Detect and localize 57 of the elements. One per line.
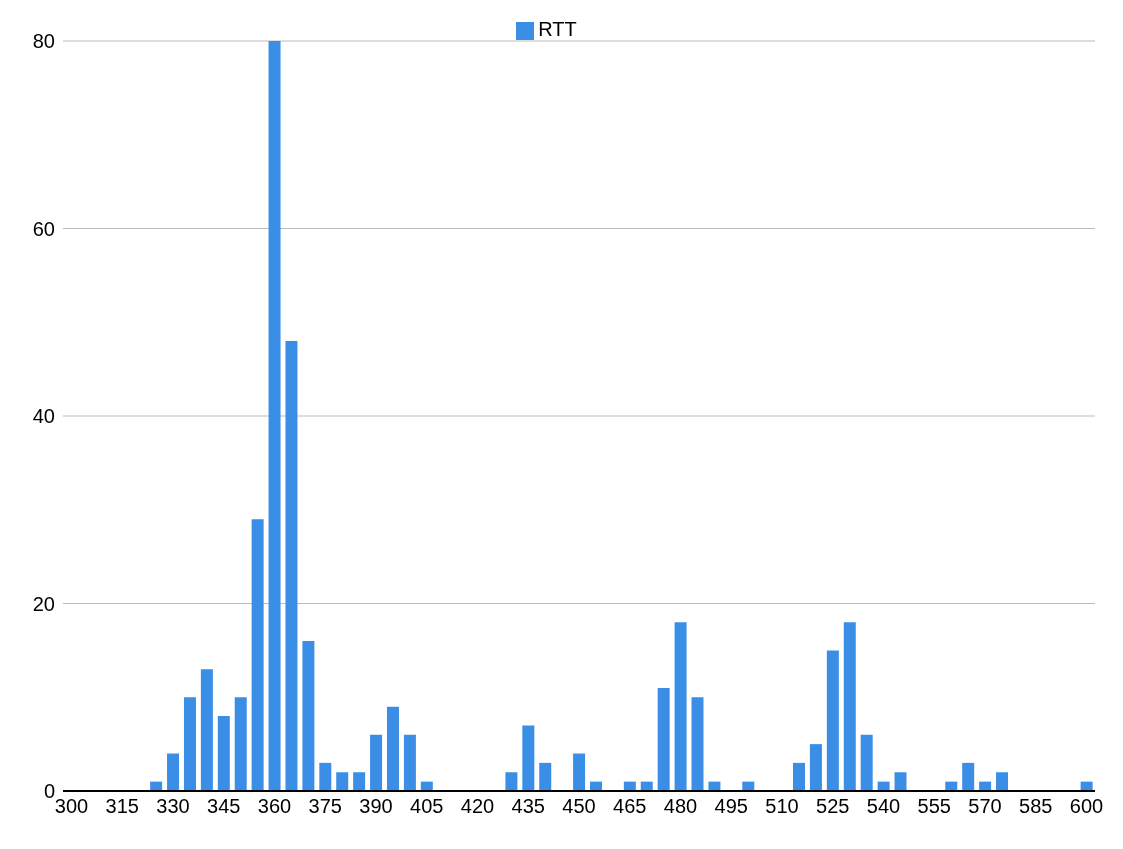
x-tick-label: 465 bbox=[613, 795, 647, 818]
bar bbox=[657, 687, 670, 791]
x-tick-label: 315 bbox=[105, 795, 139, 818]
x-tick-label: 375 bbox=[308, 795, 342, 818]
bar bbox=[843, 622, 856, 791]
x-tick-label: 420 bbox=[460, 795, 495, 818]
x-tick-label: 570 bbox=[968, 795, 1002, 818]
y-tick-label: 0 bbox=[43, 780, 55, 803]
x-tick-label: 360 bbox=[257, 795, 292, 818]
y-tick-label: 60 bbox=[32, 217, 55, 240]
bar bbox=[200, 669, 213, 791]
bar bbox=[251, 519, 264, 791]
x-tick-label: 555 bbox=[917, 795, 951, 818]
x-tick-label: 480 bbox=[663, 795, 698, 818]
bar bbox=[234, 697, 247, 791]
bar bbox=[319, 762, 332, 791]
bar bbox=[403, 734, 416, 791]
bar bbox=[217, 716, 230, 791]
bar bbox=[183, 697, 196, 791]
x-tick-label: 405 bbox=[410, 795, 444, 818]
bar bbox=[302, 641, 315, 791]
bar bbox=[809, 744, 822, 791]
bar bbox=[674, 622, 687, 791]
bar bbox=[522, 725, 535, 791]
bar bbox=[691, 697, 704, 791]
bar bbox=[167, 753, 180, 791]
x-tick-label: 495 bbox=[714, 795, 748, 818]
bar bbox=[894, 772, 907, 791]
x-tick-label: 510 bbox=[765, 795, 799, 818]
x-tick-label: 435 bbox=[511, 795, 545, 818]
y-tick-label: 40 bbox=[32, 405, 55, 428]
bar bbox=[996, 772, 1009, 791]
bar bbox=[962, 762, 975, 791]
x-tick-label: 450 bbox=[562, 795, 596, 818]
x-tick-label: 585 bbox=[1019, 795, 1053, 818]
y-tick-label: 20 bbox=[32, 592, 55, 615]
bar bbox=[353, 772, 366, 791]
bar bbox=[386, 706, 399, 791]
bar bbox=[539, 762, 552, 791]
bar bbox=[268, 41, 281, 791]
bar bbox=[793, 762, 806, 791]
legend-label: RTT bbox=[538, 18, 577, 40]
x-tick-label: 525 bbox=[816, 795, 850, 818]
bar bbox=[370, 734, 383, 791]
bar bbox=[573, 753, 586, 791]
x-tick-label: 540 bbox=[866, 795, 901, 818]
x-tick-label: 390 bbox=[359, 795, 393, 818]
bar bbox=[826, 650, 839, 791]
bar bbox=[860, 734, 873, 791]
x-tick-label: 600 bbox=[1069, 795, 1104, 818]
x-tick-label: 330 bbox=[156, 795, 190, 818]
bar bbox=[505, 772, 518, 791]
y-tick-label: 80 bbox=[32, 30, 55, 53]
bar bbox=[336, 772, 349, 791]
x-tick-label: 300 bbox=[54, 795, 89, 818]
bar bbox=[285, 341, 298, 791]
x-tick-label: 345 bbox=[207, 795, 241, 818]
